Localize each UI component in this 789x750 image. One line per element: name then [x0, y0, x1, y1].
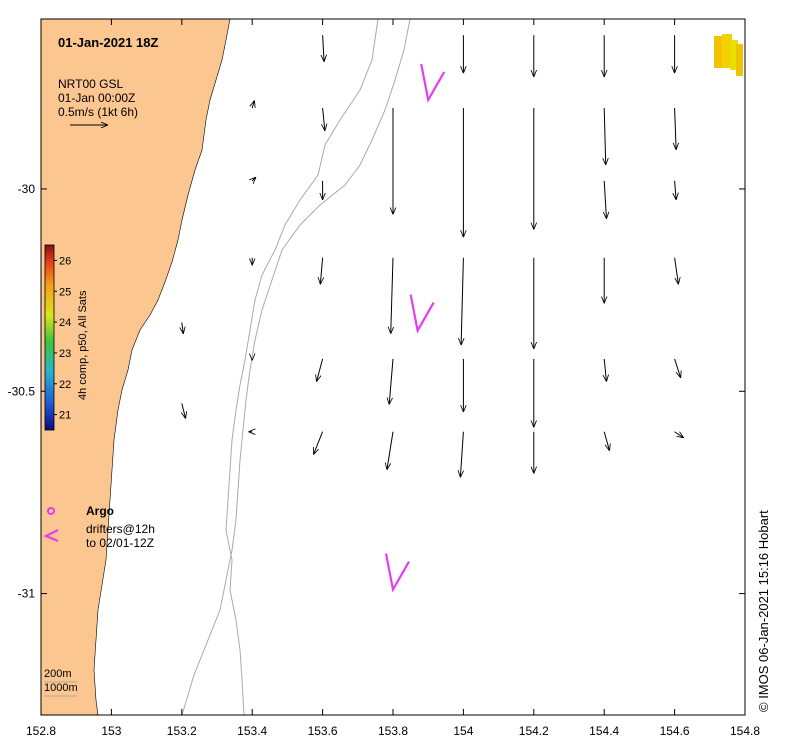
x-tick-label: 153.6 — [308, 724, 338, 738]
x-tick-label: 153.2 — [167, 724, 197, 738]
colorbar-tick-label: 24 — [59, 317, 71, 329]
colorbar-tick-label: 25 — [59, 286, 71, 298]
drifter-track — [420, 63, 446, 104]
x-tick-label: 154.4 — [589, 724, 619, 738]
current-vector — [389, 358, 394, 405]
x-tick-label: 154.2 — [519, 724, 549, 738]
colorbar-tick-label: 21 — [59, 410, 71, 422]
contour-200m — [225, 19, 379, 715]
drifters-line-1: drifters@12h — [86, 522, 155, 536]
current-vector — [674, 358, 681, 378]
current-vector — [675, 108, 677, 150]
y-tick-label: -30.5 — [8, 384, 36, 398]
axis-ticks: 152.8 153 153.2 153.4 153.6 153.8 154 154.2 154.… — [8, 19, 760, 738]
current-vector — [313, 431, 324, 455]
current-vector — [320, 257, 322, 285]
contour-1000m — [181, 19, 411, 715]
coastline-land — [41, 19, 231, 715]
current-vector — [387, 431, 394, 470]
drifters-line-2: to 02/01-12Z — [86, 536, 154, 550]
current-vector — [252, 177, 256, 181]
current-vector — [182, 403, 186, 418]
x-tick-label: 153 — [101, 724, 121, 738]
product-line-1: NRT00 GSL — [58, 77, 123, 91]
current-vector — [252, 100, 254, 109]
colorbar — [44, 244, 55, 431]
current-vector — [182, 322, 184, 333]
current-vector — [674, 431, 684, 438]
x-tick-label: 154 — [453, 724, 473, 738]
current-vector — [675, 180, 677, 200]
current-vector — [317, 358, 324, 382]
imos-credit: © IMOS 06-Jan-2021 15:16 Hobart — [756, 510, 771, 712]
current-vector — [323, 107, 325, 131]
current-vector — [323, 35, 325, 62]
map-title: 01-Jan-2021 18Z — [58, 35, 159, 50]
current-vector — [604, 358, 606, 382]
depth-label-1000m: 1000m — [44, 682, 78, 694]
current-vector — [391, 257, 393, 334]
current-vector — [674, 257, 679, 285]
colorbar-tick-label: 22 — [59, 379, 71, 391]
product-line-2: 01-Jan 00:00Z — [58, 91, 135, 105]
x-tick-label: 154.8 — [730, 724, 760, 738]
drifter-tracks — [384, 63, 446, 593]
argo-symbol — [47, 507, 55, 515]
current-vector — [460, 431, 463, 478]
product-line-3: 0.5m/s (1kt 6h) — [58, 105, 138, 119]
colorbar-tick-label: 26 — [59, 255, 71, 267]
y-tick-label: -31 — [18, 587, 36, 601]
y-tick-label: -30 — [18, 182, 36, 196]
current-vector — [604, 108, 606, 165]
colorbar-tick-label: 23 — [59, 348, 71, 360]
x-tick-label: 154.6 — [660, 724, 690, 738]
current-vector — [604, 180, 606, 219]
x-tick-label: 153.8 — [378, 724, 408, 738]
drifter-symbol — [43, 529, 59, 543]
x-tick-label: 153.4 — [237, 724, 267, 738]
argo-label: Argo — [86, 504, 114, 518]
current-vector — [461, 257, 463, 345]
x-tick-label: 152.8 — [26, 724, 56, 738]
drifter-track — [409, 294, 435, 334]
colorbar-label: 4h comp, p50, All Sats — [77, 290, 89, 400]
current-vectors — [182, 35, 684, 477]
colorbar-ticks: 26 25 24 23 22 21 — [54, 255, 71, 422]
current-vector — [603, 431, 609, 451]
credit-box: © IMOS 06-Jan-2021 15:16 Hobart — [756, 510, 776, 732]
depth-label-200m: 200m — [44, 668, 72, 680]
drifter-track — [384, 553, 410, 593]
sst-patch — [714, 34, 743, 76]
